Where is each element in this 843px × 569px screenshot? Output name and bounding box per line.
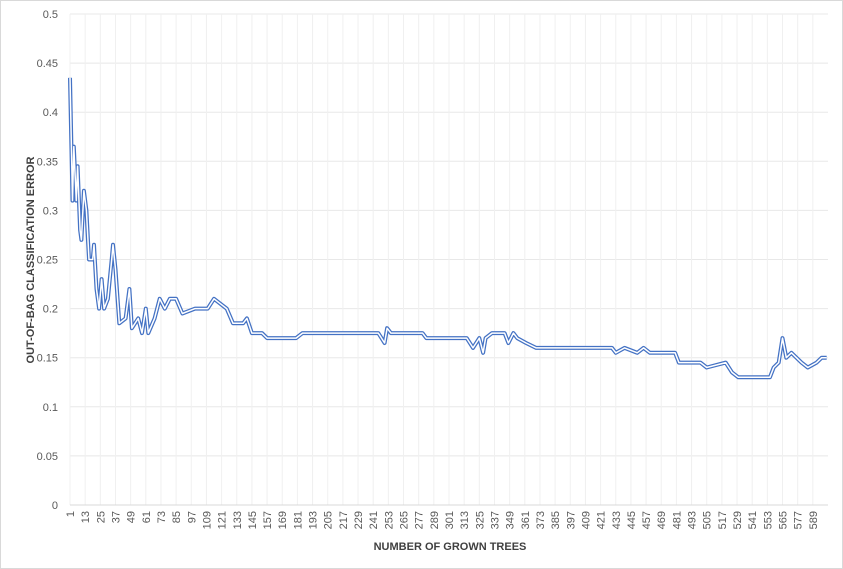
x-tick-label: 25 [95,511,107,523]
y-tick-label: 0.3 [43,205,58,217]
x-tick-label: 85 [171,511,183,523]
x-tick-label: 313 [459,511,471,529]
x-tick-label: 1 [65,511,77,517]
x-tick-label: 469 [656,511,668,529]
x-tick-label: 301 [444,511,456,529]
x-tick-label: 109 [201,511,213,529]
x-tick-label: 409 [580,511,592,529]
x-tick-label: 553 [762,511,774,529]
y-tick-label: 0.5 [43,9,58,21]
x-tick-label: 205 [323,511,335,529]
y-tick-label: 0 [52,500,58,512]
x-tick-label: 169 [277,511,289,529]
y-axis-title: OUT-OF-BAG CLASSIFICATION ERROR [25,156,37,363]
x-tick-label: 373 [535,511,547,529]
x-tick-label: 61 [141,511,153,523]
x-tick-label: 13 [80,511,92,523]
x-tick-label: 277 [414,511,426,529]
x-tick-label: 181 [292,511,304,529]
x-tick-label: 73 [156,511,168,523]
y-tick-label: 0.2 [43,304,58,316]
x-tick-label: 133 [232,511,244,529]
x-tick-label: 397 [565,511,577,529]
x-tick-label: 157 [262,511,274,529]
x-tick-label: 337 [489,511,501,529]
x-tick-label: 541 [747,511,759,529]
x-tick-label: 325 [474,511,486,529]
x-tick-label: 565 [778,511,790,529]
x-tick-label: 349 [505,511,517,529]
y-tick-label: 0.35 [37,156,58,168]
x-tick-label: 289 [429,511,441,529]
line-inner [69,77,827,379]
x-axis-title: NUMBER OF GROWN TREES [374,541,527,553]
x-tick-label: 445 [626,511,638,529]
x-tick-label: 121 [217,511,229,529]
x-tick-label: 145 [247,511,259,529]
x-tick-label: 37 [110,511,122,523]
x-tick-label: 517 [717,511,729,529]
x-tick-label: 505 [702,511,714,529]
x-tick-label: 253 [383,511,395,529]
x-tick-label: 433 [611,511,623,529]
x-tick-label: 385 [550,511,562,529]
y-tick-label: 0.1 [43,402,58,414]
x-tick-label: 229 [353,511,365,529]
x-tick-label: 457 [641,511,653,529]
x-tick-label: 217 [338,511,350,529]
x-tick-label: 193 [308,511,320,529]
y-tick-label: 0.45 [37,58,58,70]
x-tick-label: 97 [186,511,198,523]
x-tick-label: 493 [687,511,699,529]
y-tick-label: 0.15 [37,353,58,365]
x-tick-label: 361 [520,511,532,529]
x-tick-label: 589 [808,511,820,529]
x-tick-label: 265 [399,511,411,529]
y-tick-label: 0.4 [43,107,58,119]
x-tick-label: 481 [671,511,683,529]
x-tick-label: 421 [596,511,608,529]
y-tick-label: 0.05 [37,451,58,463]
x-tick-label: 49 [126,511,138,523]
x-tick-label: 577 [793,511,805,529]
y-tick-label: 0.25 [37,255,58,267]
x-tick-label: 241 [368,511,380,529]
x-tick-label: 529 [732,511,744,529]
